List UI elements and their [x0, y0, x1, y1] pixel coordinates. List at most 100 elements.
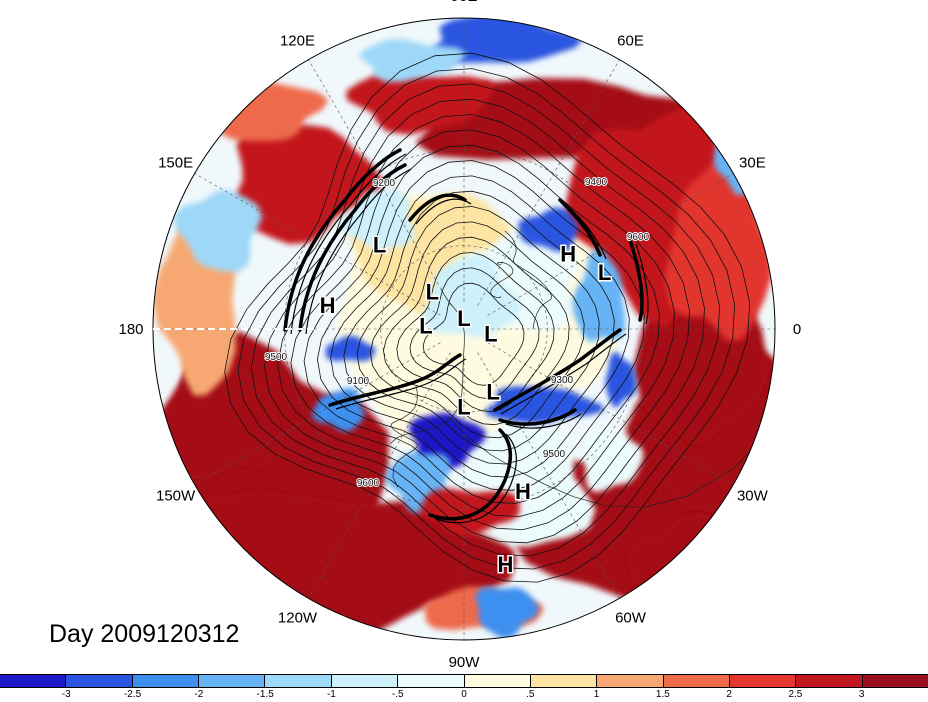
colorbar-label: 3 — [858, 689, 865, 700]
low-pressure-marker: L — [426, 279, 439, 304]
coastline — [390, 18, 775, 508]
longitude-label: 60W — [615, 609, 647, 626]
contour-labels: 9200 9100 9500 9300 9400 9600 9500 9600 — [264, 176, 651, 490]
jet-contour — [428, 428, 513, 521]
colorbar-label: .5 — [526, 689, 535, 700]
longitude-label: 30W — [737, 488, 769, 505]
colorbar-swatch — [464, 675, 531, 687]
colorbar-swatch — [530, 675, 598, 687]
colorbar — [0, 674, 928, 688]
low-pressure-marker: L — [457, 395, 470, 420]
contour-label: 9600 — [357, 478, 380, 489]
jet-contour-inner — [435, 433, 518, 524]
jet-contour — [408, 193, 467, 222]
colorbar-label: 0 — [461, 689, 467, 700]
longitude-label: 0 — [793, 321, 801, 338]
jet-contour — [498, 408, 577, 426]
jet-contour — [328, 353, 462, 407]
colorbar-swatch — [796, 675, 863, 687]
longitude-label: 120W — [278, 609, 318, 626]
height-contour — [356, 206, 600, 452]
colorbar-label: 1.5 — [655, 689, 670, 700]
colorbar-swatch — [265, 675, 332, 687]
longitude-label: 120E — [280, 33, 315, 50]
jet-contour-inner — [415, 198, 472, 225]
low-pressure-marker: L — [373, 233, 386, 258]
anomaly-patch — [431, 18, 583, 63]
meridian — [477, 59, 620, 306]
colorbar-label: -3 — [61, 689, 71, 700]
colorbar-label: -1 — [326, 689, 336, 700]
colorbar-swatch — [663, 675, 730, 687]
height-contour — [277, 114, 690, 531]
anomaly-patch — [581, 426, 644, 493]
jet-contour-inner — [635, 243, 649, 325]
colorbar-label: -1.5 — [256, 689, 274, 700]
colorbar-label: -2 — [194, 689, 204, 700]
anomaly-patch — [605, 352, 637, 408]
colorbar-swatch — [0, 675, 67, 687]
jet-contour — [558, 198, 602, 257]
temperature-anomaly-field — [153, 18, 775, 640]
longitude-label: 180 — [118, 321, 143, 338]
jet-stream-contours — [283, 148, 649, 524]
meridian — [487, 173, 734, 316]
low-pressure-marker: L — [457, 306, 470, 331]
high-pressure-marker: H — [560, 241, 576, 266]
height-contour — [237, 68, 736, 570]
low-pressure-marker: L — [598, 260, 611, 285]
jet-contour-inner — [290, 153, 407, 335]
colorbar-label: 2.5 — [788, 689, 803, 700]
high-pressure-marker: H — [497, 552, 513, 577]
contour-label: 9200 — [373, 178, 396, 189]
height-contour — [383, 236, 570, 426]
jet-contour — [283, 148, 402, 332]
colorbar-swatch — [862, 675, 928, 687]
height-contour — [343, 190, 615, 465]
longitude-label: 150E — [158, 155, 193, 172]
height-contour — [330, 175, 630, 478]
jet-contour-inner — [505, 413, 582, 429]
colorbar-swatch — [398, 675, 465, 687]
contour-label: 9300 — [551, 375, 574, 386]
height-contour — [303, 144, 660, 504]
height-contour — [409, 267, 540, 399]
contour-label: 9500 — [543, 449, 566, 460]
jet-contour — [493, 328, 622, 412]
jet-contour-inner — [500, 333, 627, 415]
jet-contour-inner — [305, 168, 412, 335]
height-contour — [250, 83, 721, 557]
jet-contour-inner — [335, 358, 467, 410]
height-contour — [290, 129, 675, 517]
high-pressure-marker: H — [515, 479, 531, 504]
meridian — [308, 59, 451, 306]
colorbar-label: 1 — [593, 689, 600, 700]
coastline-segment — [490, 262, 514, 299]
meridian — [194, 173, 441, 316]
day-label: Day 2009120312 — [49, 620, 240, 648]
parallel — [380, 245, 548, 413]
colorbar-label: -2.5 — [123, 689, 142, 700]
height-contour — [263, 98, 705, 544]
colorbar-swatch — [597, 675, 664, 687]
anomaly-patch — [423, 254, 520, 338]
meridian — [194, 342, 441, 485]
meridian — [308, 352, 451, 599]
coastline-segment — [448, 18, 775, 508]
longitude-label: 60E — [617, 33, 644, 50]
colorbar-swatch — [199, 675, 266, 687]
height-contour — [316, 160, 645, 491]
height-contour — [224, 52, 751, 583]
longitude-labels: 90E 60E 30E 0 30W 60W 90W 120W 150W 180 150E 120E — [118, 0, 801, 671]
longitude-label: 150W — [156, 488, 196, 505]
jet-contour-inner — [565, 203, 607, 260]
high-pressure-marker: H — [320, 293, 336, 318]
anomaly-patch — [484, 386, 604, 424]
height-contour — [396, 252, 555, 413]
meridian — [487, 342, 734, 485]
anomaly-patch — [325, 335, 376, 362]
colorbar-label: -.5 — [391, 689, 404, 700]
coastline-segment — [390, 288, 465, 444]
height-contour — [422, 282, 525, 386]
